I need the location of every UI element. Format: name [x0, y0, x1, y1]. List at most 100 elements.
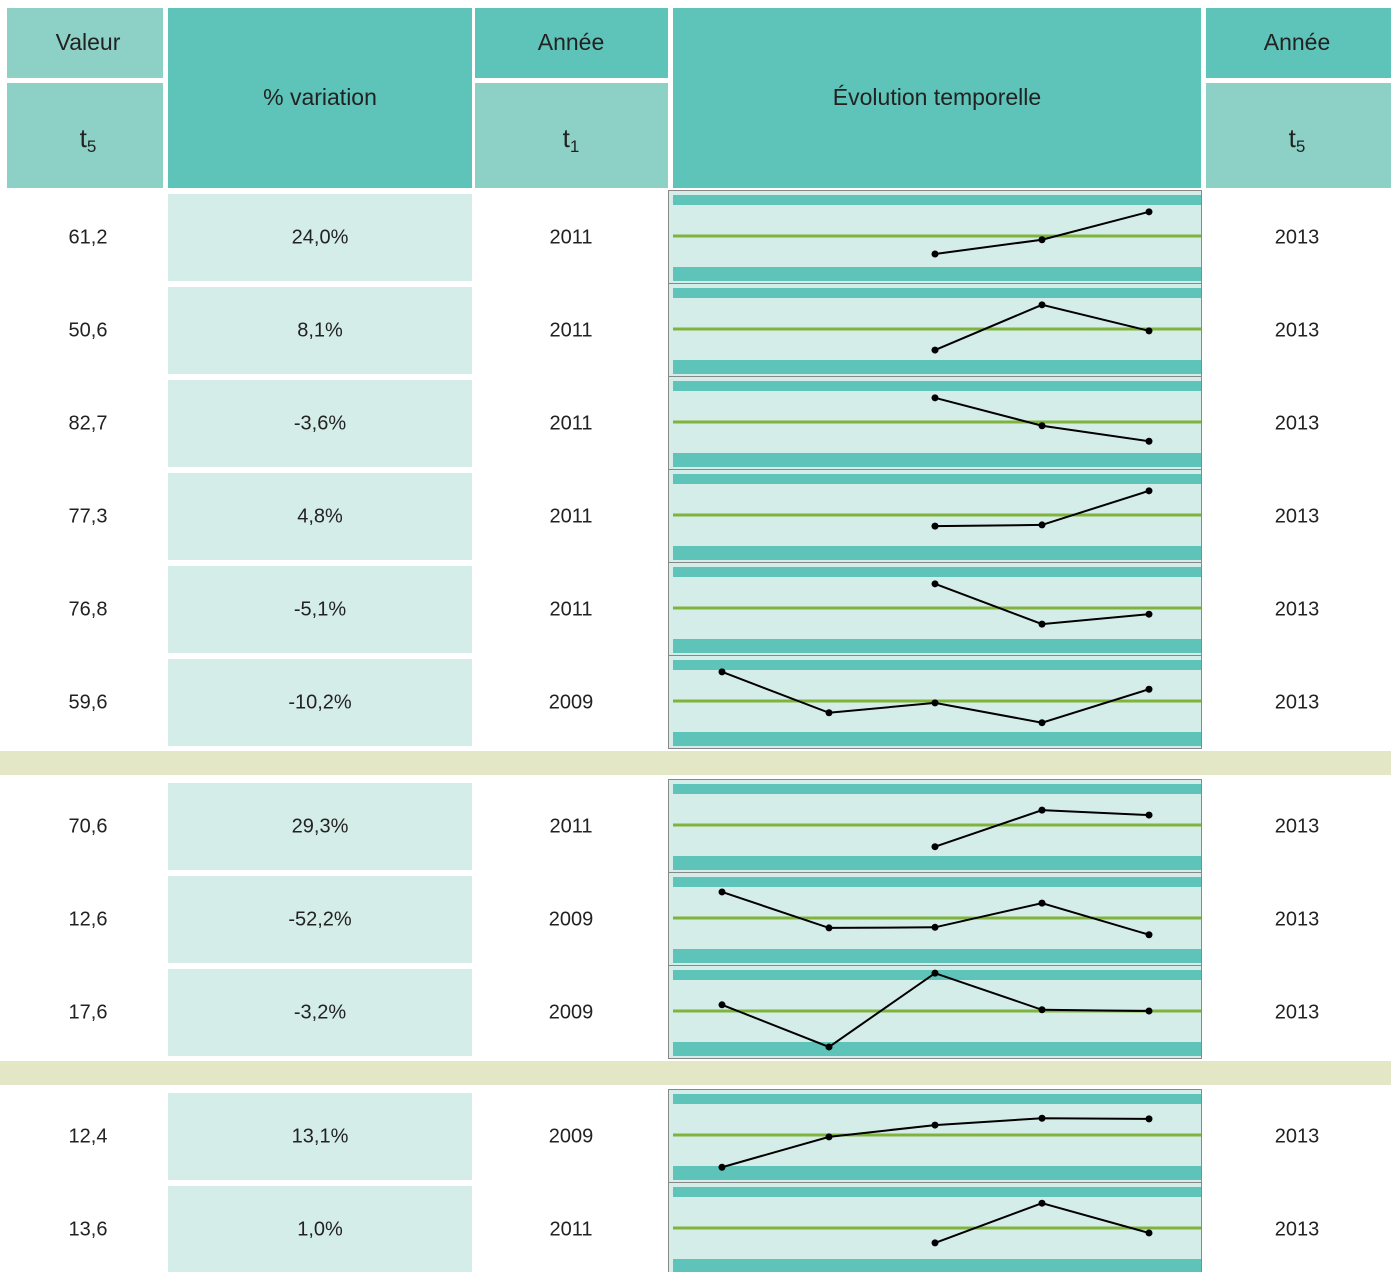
variation-cell [168, 287, 472, 374]
start-year: 2011 [549, 412, 592, 434]
sparkline-band [673, 453, 1201, 467]
sparkline-point [1145, 1229, 1153, 1237]
table-body: 61,2 24,0% 2011 2013 50,6 8,1% 2011 2013 82,7 -3,… [0, 190, 1391, 1272]
variation-cell [168, 1093, 472, 1180]
value-cell: 61,2 [69, 226, 108, 248]
variation-text: 24,0% [292, 226, 349, 248]
end-year: 2013 [1275, 1001, 1320, 1023]
header-sub: 5 [87, 137, 96, 156]
start-year: 2009 [549, 691, 594, 713]
start-year: 2011 [549, 815, 592, 837]
sparkline-point [718, 888, 726, 896]
sparkline-band [673, 949, 1201, 963]
header-cell [673, 8, 1201, 188]
sparkline-point [1145, 610, 1153, 618]
header-sub: 5 [1296, 137, 1305, 156]
variation-cell [168, 969, 472, 1056]
value-cell: 77,3 [69, 505, 108, 527]
sparkline-point [931, 1239, 939, 1247]
end-year: 2013 [1275, 226, 1320, 248]
sparkline-band [673, 660, 1201, 670]
sparkline-point [931, 394, 939, 402]
end-year: 2013 [1275, 505, 1320, 527]
sparkline-band [673, 567, 1201, 577]
sparkline-band [673, 1094, 1201, 1104]
header-cell [168, 8, 472, 188]
variation-cell [168, 1186, 472, 1272]
sparkline-band [673, 1259, 1201, 1272]
sparkline-point [825, 1043, 833, 1051]
sparkline-point [931, 346, 939, 354]
header-sub: 1 [570, 137, 579, 156]
sparkline-point [1145, 1007, 1153, 1015]
sparkline-point [1038, 422, 1046, 430]
header-cell [475, 8, 668, 78]
variation-text: 1,0% [297, 1218, 343, 1240]
sparkline-point [1145, 685, 1153, 693]
sparkline-band [673, 877, 1201, 887]
end-year: 2013 [1275, 1125, 1320, 1147]
start-year: 2009 [549, 908, 594, 930]
sparkline-point [718, 668, 726, 676]
start-year: 2011 [549, 598, 592, 620]
value-cell: 12,6 [69, 908, 108, 930]
sparkline-point [1038, 719, 1046, 727]
start-year: 2011 [549, 226, 592, 248]
sparkline-band [673, 1042, 1201, 1056]
variation-text: 8,1% [297, 319, 343, 341]
variation-text: -3,2% [294, 1001, 346, 1023]
sparkline-point [1145, 811, 1153, 819]
sparkline-point [1038, 1114, 1046, 1122]
start-year: 2011 [549, 505, 592, 527]
sparkline-band [673, 732, 1201, 746]
value-cell: 12,4 [69, 1125, 108, 1147]
header-text: t5 [80, 123, 97, 157]
group-separator [0, 1061, 1391, 1085]
sparkline-band [673, 195, 1201, 205]
sparkline-point [1038, 899, 1046, 907]
sparkline-band [673, 1187, 1201, 1197]
sparkline-point [1038, 1199, 1046, 1207]
sparkline-band [673, 288, 1201, 298]
sparkline-band [673, 1166, 1201, 1180]
start-year: 2011 [549, 1218, 592, 1240]
header-text: t5 [1289, 123, 1306, 157]
start-year: 2011 [549, 319, 592, 341]
header-text: t [563, 123, 571, 153]
sparkline-point [931, 699, 939, 707]
sparkline-band [673, 856, 1201, 870]
variation-text: -52,2% [288, 908, 352, 930]
sparkline-point [825, 924, 833, 932]
variation-cell [168, 473, 472, 560]
sparkline-point [1038, 620, 1046, 628]
value-cell: 76,8 [69, 598, 108, 620]
header-text: Évolution temporelle [833, 84, 1041, 110]
sparkline-point [718, 1001, 726, 1009]
sparkline-point [1145, 931, 1153, 939]
sparkline-point [825, 1133, 833, 1141]
value-cell: 82,7 [69, 412, 108, 434]
sparkline-point [931, 1121, 939, 1129]
value-cell: 59,6 [69, 691, 108, 713]
value-cell: 13,6 [69, 1218, 108, 1240]
group-separator [0, 751, 1391, 775]
header-text: % variation [263, 84, 377, 110]
variation-text: -3,6% [294, 412, 346, 434]
end-year: 2013 [1275, 412, 1320, 434]
sparkline-point [718, 1163, 726, 1171]
sparkline-point [1038, 1006, 1046, 1014]
variation-cell [168, 566, 472, 653]
header-cell [7, 8, 163, 78]
sparkline-point [931, 250, 939, 258]
sparkline-point [1038, 521, 1046, 529]
header-cell [475, 83, 668, 188]
sparkline-point [1038, 806, 1046, 814]
header-text: Valeur [56, 29, 121, 55]
variation-text: -10,2% [288, 691, 352, 713]
end-year: 2013 [1275, 598, 1320, 620]
sparkline-point [1145, 208, 1153, 216]
sparkline-band [673, 474, 1201, 484]
end-year: 2013 [1275, 1218, 1320, 1240]
variation-text: 4,8% [297, 505, 343, 527]
sparkline-point [931, 580, 939, 588]
